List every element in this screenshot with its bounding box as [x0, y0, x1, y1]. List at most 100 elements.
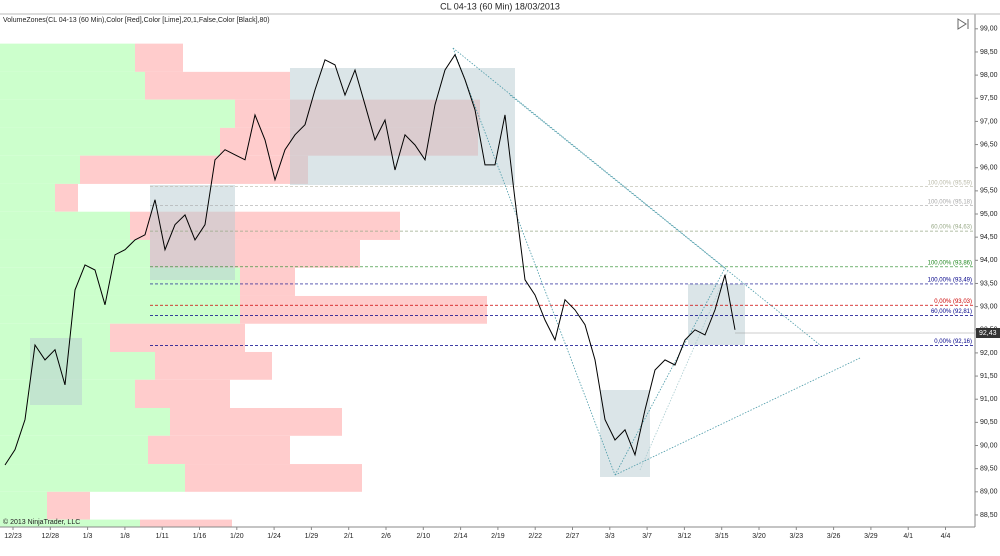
chart-title: CL 04-13 (60 Min) 18/03/2013: [440, 1, 560, 11]
x-tick-label: 2/19: [491, 533, 505, 540]
volume-zone: [55, 183, 78, 212]
x-tick-label: 3/15: [715, 533, 729, 540]
x-tick-label: 1/29: [305, 533, 319, 540]
x-tick-label: 3/23: [789, 533, 803, 540]
fib-levels: 100,00% (95,59) 100,00% (95,18) 60,00% (94…: [150, 180, 975, 346]
x-tick-label: 4/1: [903, 533, 913, 540]
trendline: [509, 94, 821, 346]
y-tick-label: 89,00: [980, 489, 998, 496]
volume-zone: [140, 519, 232, 527]
y-tick-label: 91,00: [980, 396, 998, 403]
fib-label: 0,00% (92,16): [934, 339, 972, 345]
x-tick-label: 1/24: [267, 533, 281, 540]
price-line: [4, 53, 736, 466]
x-tick-label: 1/8: [120, 533, 130, 540]
y-tick-label: 98,50: [980, 49, 998, 56]
fib-label: 100,00% (95,18): [928, 199, 972, 205]
trendline: [639, 269, 729, 471]
volume-zone: [0, 183, 55, 212]
volume-zone: [155, 351, 272, 380]
y-tick-label: 94,00: [980, 257, 998, 264]
x-tick-label: 2/22: [528, 533, 542, 540]
volume-zone: [185, 464, 362, 492]
x-tick-label: 3/7: [642, 533, 652, 540]
x-tick-label: 12/28: [42, 533, 60, 540]
y-tick-label: 98,00: [980, 72, 998, 79]
volume-zone: [47, 491, 90, 520]
y-tick-label: 96,00: [980, 165, 998, 172]
volume-zone: [0, 491, 47, 520]
volume-zone: [170, 408, 342, 436]
x-tick-label: 3/12: [678, 533, 692, 540]
y-tick-label: 93,00: [980, 303, 998, 310]
x-tick-label: 1/11: [156, 533, 169, 540]
trendlines: [452, 47, 861, 476]
x-tick-label: 3/26: [827, 533, 841, 540]
trendline: [614, 357, 861, 476]
volume-zone: [0, 43, 135, 72]
volume-zone: [0, 239, 150, 268]
trendline: [614, 267, 726, 476]
fib-label: 100,00% (93,86): [928, 260, 972, 266]
x-tick-label: 2/27: [566, 533, 580, 540]
y-tick-label: 92,00: [980, 350, 998, 357]
volume-zone: [135, 379, 230, 409]
y-tick-label: 88,50: [980, 512, 998, 519]
volume-zone: [0, 519, 140, 527]
x-tick-label: 3/3: [605, 533, 615, 540]
y-tick-label: 89,50: [980, 466, 998, 473]
fib-label: 100,00% (93,49): [928, 278, 972, 284]
box: [290, 68, 515, 185]
scroll-icon[interactable]: [957, 18, 969, 30]
volume-zone: [0, 155, 80, 184]
volume-zone: [0, 295, 240, 324]
last-price-box: [976, 328, 1000, 339]
x-tick-label: 3/20: [752, 533, 766, 540]
volume-zone: [0, 127, 220, 156]
x-tick-label: 4/4: [941, 533, 951, 540]
x-tick-label: 2/10: [416, 533, 430, 540]
volume-zone: [0, 71, 145, 100]
y-tick-label: 95,00: [980, 211, 998, 218]
indicator-label: VolumeZones(CL 04-13 (60 Min),Color [Red…: [3, 17, 270, 24]
last-price-label: 92,43: [979, 330, 997, 337]
trendline: [452, 47, 726, 269]
volume-zone: [240, 267, 295, 296]
x-tick-label: 1/16: [193, 533, 207, 540]
y-tick-label: 96,50: [980, 141, 998, 148]
volume-zone: [135, 43, 183, 72]
volume-zone: [80, 155, 308, 184]
volume-zone: [0, 435, 148, 465]
volume-zone: [145, 71, 290, 100]
volume-zone: [0, 211, 130, 240]
volume-zone: [0, 464, 185, 492]
volume-zone: [148, 435, 290, 465]
y-tick-label: 97,00: [980, 118, 998, 125]
plot: [4, 53, 736, 466]
fib-label: 60,00% (94,63): [931, 225, 972, 231]
x-tick-label: 3/29: [864, 533, 878, 540]
volume-zone: [0, 99, 235, 128]
copyright: © 2013 NinjaTrader, LLC: [3, 518, 80, 526]
box: [688, 284, 745, 345]
fib-label: 100,00% (95,59): [928, 180, 972, 186]
y-tick-label: 97,50: [980, 95, 998, 102]
x-tick-label: 1/3: [83, 533, 93, 540]
y-tick-label: 90,00: [980, 442, 998, 449]
x-tick-label: 2/1: [344, 533, 354, 540]
volume-zone: [0, 408, 170, 436]
box: [600, 390, 650, 477]
x-tick-label: 12/23: [4, 533, 22, 540]
volume-zone: [110, 323, 245, 352]
fib-label: 60,00% (92,81): [931, 309, 972, 315]
icon[interactable]: [957, 18, 969, 30]
y-tick-label: 95,50: [980, 188, 998, 195]
y-tick-label: 90,50: [980, 419, 998, 426]
y-tick-label: 99,00: [980, 26, 998, 33]
box: [30, 338, 82, 405]
x-tick-label: 2/14: [454, 533, 468, 540]
volume-zones: [0, 43, 487, 527]
fib-label: 0,00% (93,03): [934, 299, 972, 305]
trendline: [452, 47, 616, 476]
